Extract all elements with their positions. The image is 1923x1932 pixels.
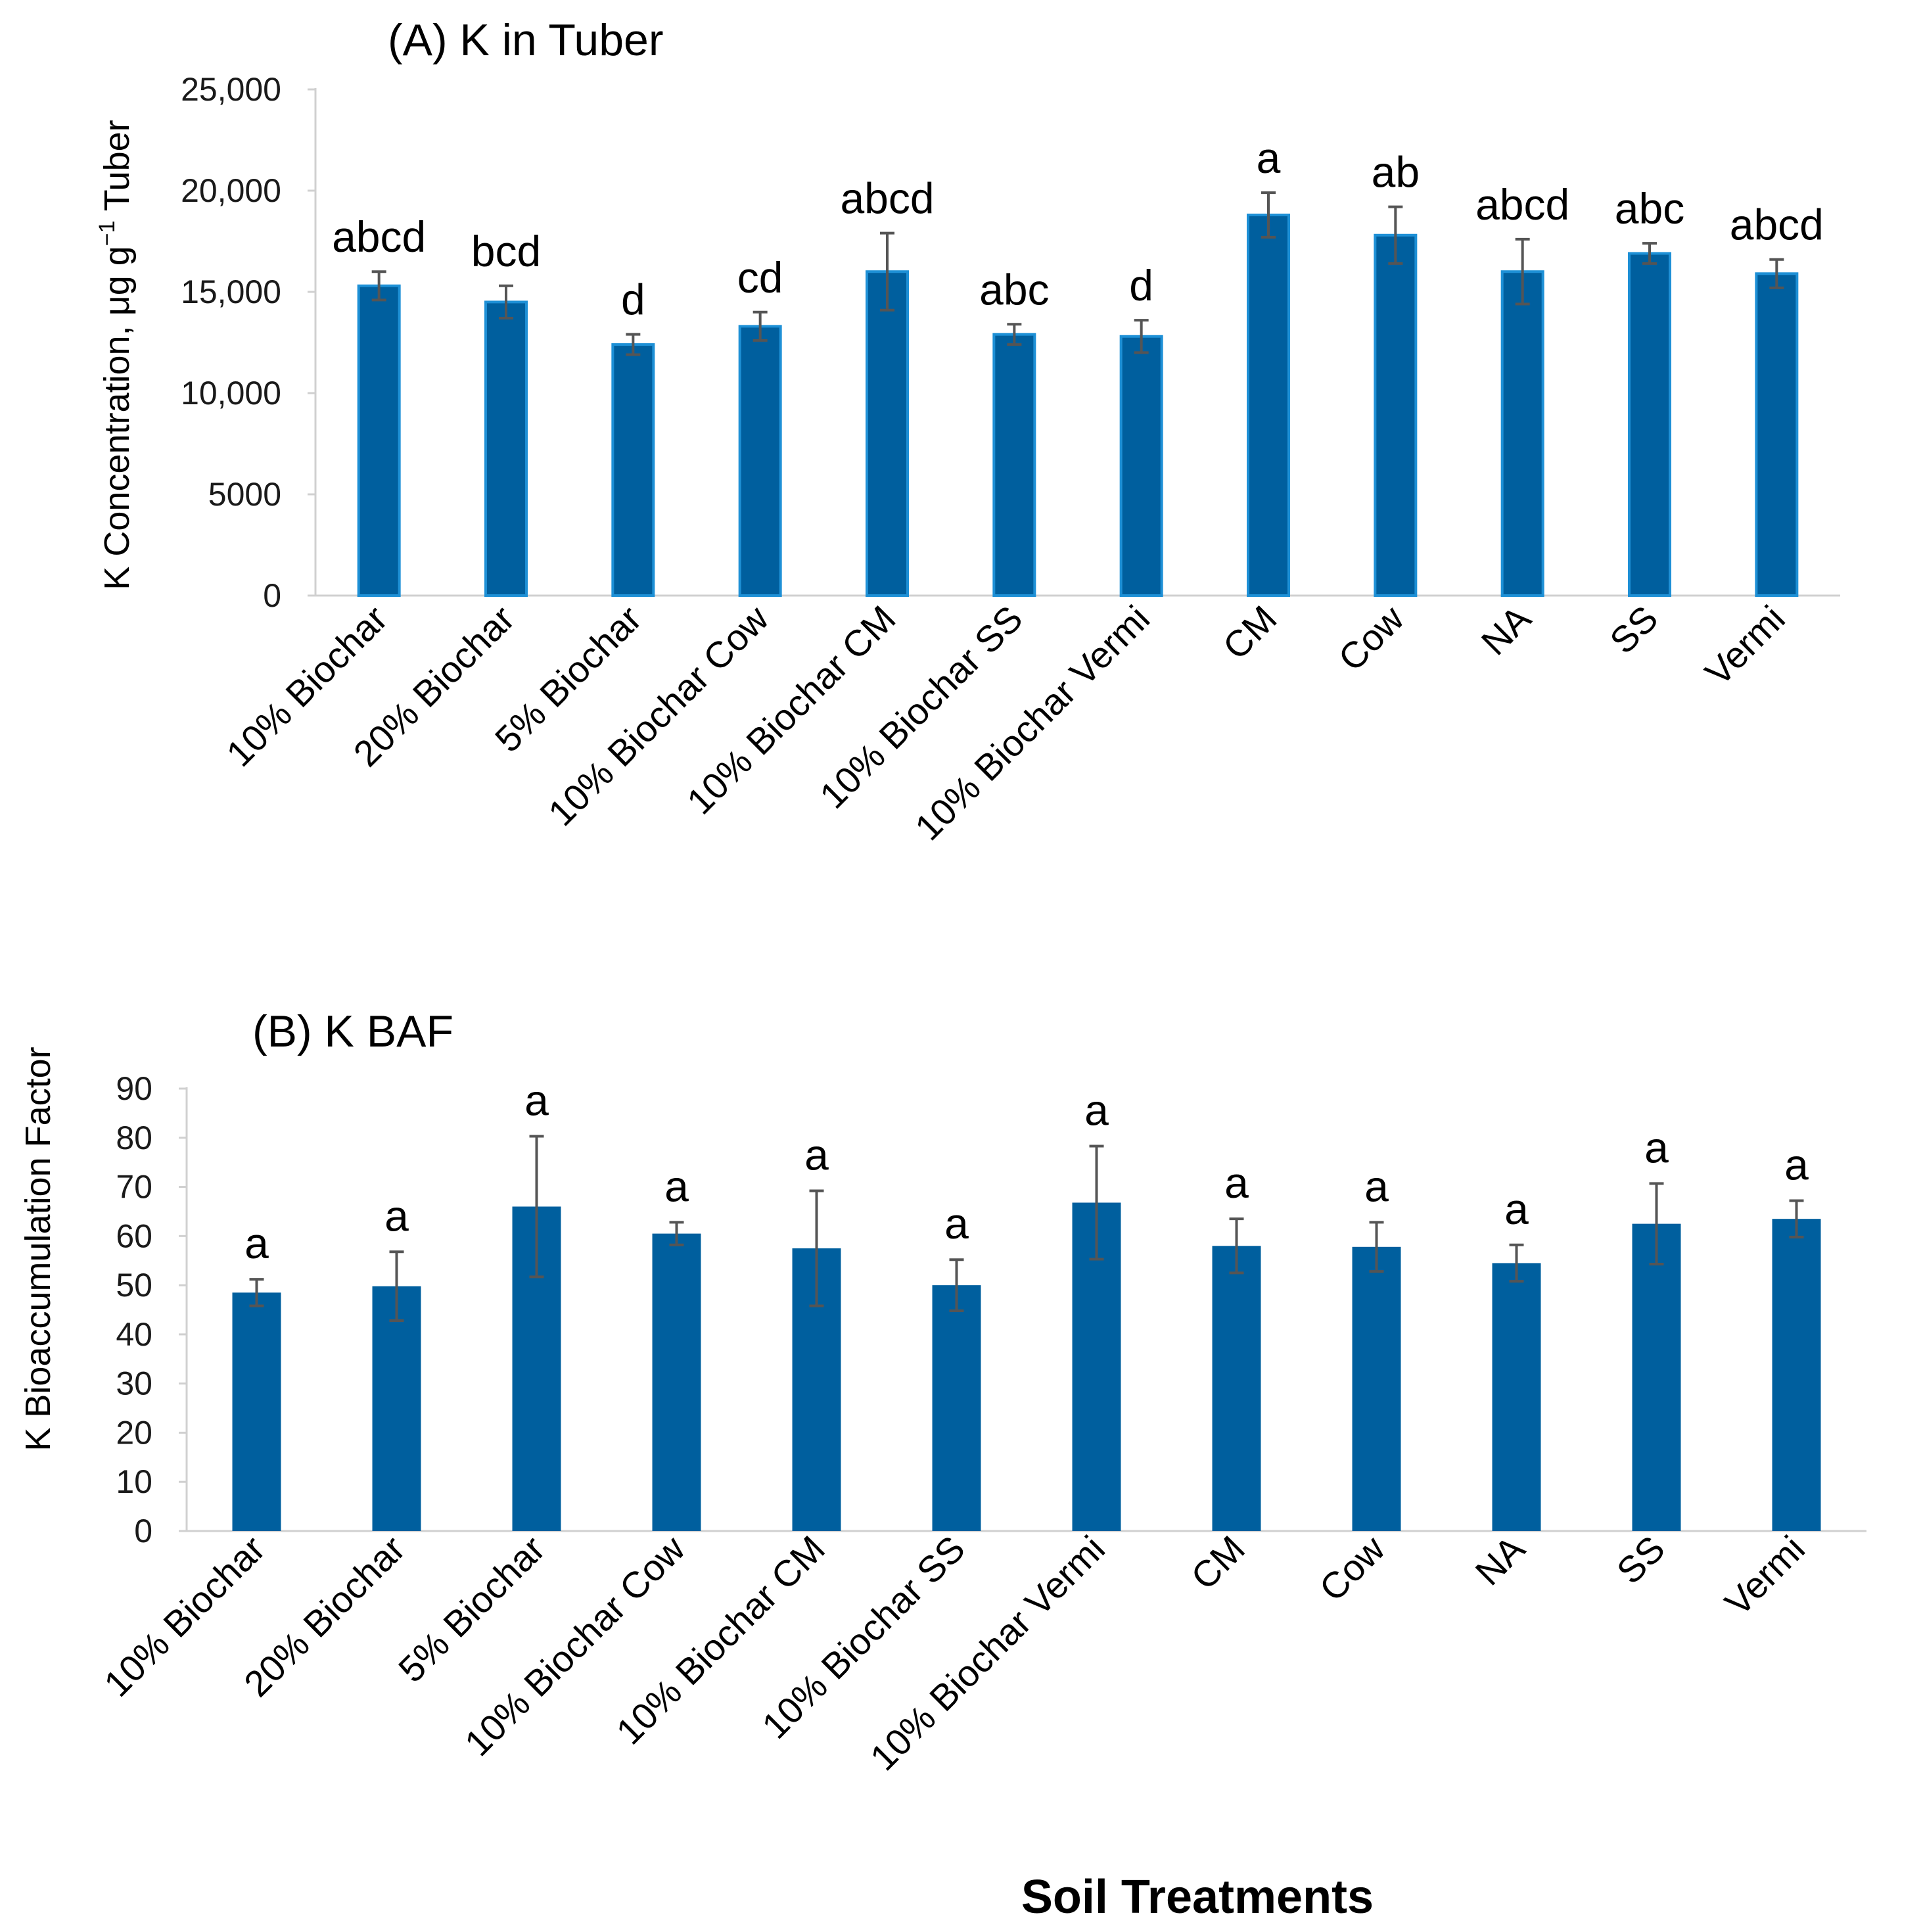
chart-b-y-tick-label: 10	[116, 1463, 152, 1500]
chart-a-y-axis-label-main: K Concentration, μg g	[97, 246, 137, 590]
chart-a-y-axis-label-tail: Tuber	[97, 120, 137, 220]
chart-b-significance-letter: a	[804, 1131, 829, 1179]
chart-a-significance-letter: abcd	[332, 212, 426, 261]
chart-b-bar	[932, 1285, 981, 1531]
chart-b-y-tick-label: 40	[116, 1316, 152, 1353]
chart-a-bar	[1119, 335, 1163, 597]
chart-b-bar	[1772, 1219, 1821, 1531]
chart-a-title: (A) K in Tuber	[388, 15, 664, 65]
chart-b-significance-letter: a	[664, 1162, 689, 1210]
chart-b-significance-letter: a	[244, 1219, 269, 1267]
chart-b-category-label: SS	[1609, 1528, 1673, 1591]
chart-b-y-tick-label: 90	[116, 1070, 152, 1107]
chart-a-category-label: NA	[1473, 597, 1539, 663]
chart-a-bar	[992, 333, 1036, 597]
chart-b-significance-letter: a	[1364, 1162, 1389, 1210]
chart-a-y-tick-label: 10,000	[181, 375, 281, 412]
chart-a-y-axis-label-sup: −1	[95, 220, 120, 246]
chart-b-y-tick-label: 0	[134, 1513, 152, 1549]
chart-a-bar	[738, 325, 782, 597]
chart-b-category-label: Cow	[1311, 1528, 1393, 1609]
chart-b-bar	[652, 1233, 701, 1531]
x-axis-title: Soil Treatments	[1021, 1871, 1374, 1923]
chart-a-bar	[1374, 233, 1418, 597]
chart-a-bar	[611, 343, 655, 598]
chart-b-y-tick-label: 80	[116, 1119, 152, 1156]
chart-b-significance-letter: a	[384, 1191, 409, 1240]
chart-b-significance-letter: a	[1084, 1085, 1109, 1134]
chart-b-significance-letter: a	[1784, 1140, 1809, 1189]
chart-a-y-tick-label: 15,000	[181, 273, 281, 310]
chart-b-category-label: 10% Biochar Vermi	[862, 1528, 1113, 1778]
chart-b-significance-letter: a	[1504, 1185, 1529, 1233]
chart-b-y-axis-label: K Bioaccumulation Factor	[18, 1047, 58, 1451]
chart-a-bar	[1755, 272, 1799, 597]
chart-b-bar	[1212, 1246, 1261, 1531]
chart-b-category-label: CM	[1183, 1528, 1253, 1597]
chart-a-significance-letter: a	[1257, 133, 1281, 182]
chart-a-bar	[866, 270, 909, 597]
chart-a-y-tick-label: 25,000	[181, 71, 281, 108]
chart-a-k-in-tuber: (A) K in Tuber K Concentration, μg g−1 T…	[95, 15, 1840, 848]
chart-a-category-label: Cow	[1330, 598, 1412, 679]
chart-b-y-tick-label: 20	[116, 1414, 152, 1451]
chart-b-bar	[372, 1286, 421, 1531]
chart-a-category-label: CM	[1215, 598, 1284, 667]
chart-a-bar	[1500, 270, 1544, 597]
chart-a-y-tick-label: 5000	[208, 476, 281, 513]
chart-a-y-axis-label: K Concentration, μg g−1 Tuber	[95, 120, 137, 590]
chart-b-significance-letter: a	[524, 1076, 549, 1125]
chart-b-bar	[1492, 1263, 1541, 1531]
chart-b-significance-letter: a	[1644, 1123, 1669, 1171]
chart-a-category-label: 10% Biochar Vermi	[907, 598, 1157, 848]
chart-a-bar	[484, 300, 528, 597]
chart-b-category-label: Vermi	[1717, 1528, 1813, 1624]
chart-a-significance-letter: ab	[1372, 148, 1420, 197]
chart-a-bar	[357, 284, 401, 597]
chart-b-category-label: NA	[1467, 1527, 1533, 1593]
chart-b-y-tick-label: 60	[116, 1217, 152, 1254]
chart-b-k-baf: (B) K BAF K Bioaccumulation Factor 0 10 20…	[18, 1006, 1866, 1778]
chart-a-significance-letter: d	[621, 275, 645, 324]
chart-b-significance-letter: a	[944, 1199, 969, 1248]
chart-a-y-tick-label: 0	[263, 577, 281, 614]
chart-a-significance-letter: abc	[979, 265, 1049, 314]
chart-b-y-tick-label: 30	[116, 1365, 152, 1402]
chart-a-significance-letter: bcd	[471, 227, 541, 275]
chart-a-significance-letter: abcd	[1475, 180, 1569, 229]
chart-b-bar	[1352, 1246, 1401, 1531]
chart-b-title: (B) K BAF	[252, 1006, 453, 1056]
chart-a-significance-letter: abc	[1615, 184, 1684, 233]
chart-a-category-label: Vermi	[1697, 598, 1793, 694]
chart-a-significance-letter: d	[1129, 261, 1153, 310]
chart-b-bar	[232, 1292, 281, 1531]
chart-b-bar	[1632, 1223, 1681, 1531]
chart-a-category-label: 10% Biochar Cow	[540, 598, 777, 834]
chart-b-y-tick-label: 50	[116, 1267, 152, 1304]
chart-b-y-tick-label: 70	[116, 1169, 152, 1206]
chart-a-bar	[1247, 213, 1290, 597]
chart-a-significance-letter: cd	[737, 253, 783, 302]
chart-a-category-label: SS	[1602, 598, 1665, 661]
chart-a-y-tick-label: 20,000	[181, 172, 281, 209]
chart-a-bar	[1628, 252, 1671, 598]
chart-a-significance-letter: abcd	[840, 174, 934, 223]
chart-b-significance-letter: a	[1224, 1158, 1249, 1207]
chart-a-significance-letter: abcd	[1730, 200, 1824, 249]
